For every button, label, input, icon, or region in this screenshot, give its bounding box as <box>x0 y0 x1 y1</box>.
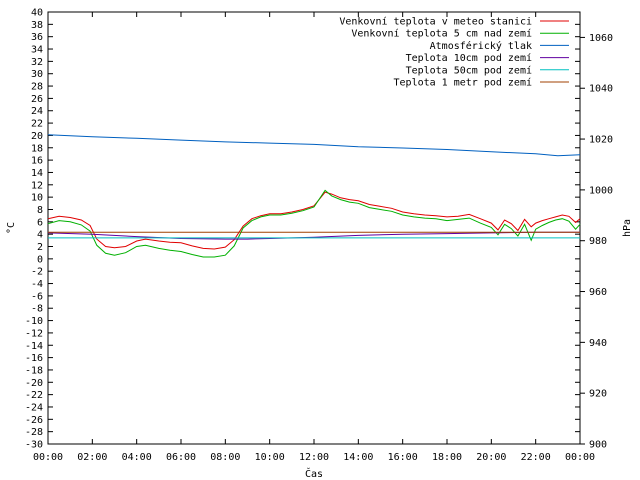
y-tick-label: 24 <box>31 106 43 117</box>
y2-tick-label: 1000 <box>589 185 613 196</box>
x-tick-label: 22:00 <box>521 452 551 463</box>
y-tick-label: 18 <box>31 143 43 154</box>
y-tick-label: 40 <box>31 8 43 19</box>
y-tick-label: 6 <box>37 217 43 228</box>
y2-tick-label: 920 <box>589 389 607 400</box>
legend: Venkovní teplota v meteo staniciVenkovní… <box>339 16 569 89</box>
y-tick-label: 10 <box>31 193 43 204</box>
y-tick-label: 30 <box>31 69 43 80</box>
y-tick-label: -2 <box>31 267 43 278</box>
x-tick-label: 08:00 <box>210 452 240 463</box>
y-tick-label: 28 <box>31 82 43 93</box>
y2-tick-label: 900 <box>589 440 607 451</box>
x-tick-label: 04:00 <box>122 452 152 463</box>
series-line-1 <box>47 189 581 258</box>
y-tick-label: -14 <box>25 341 43 352</box>
x-tick-label: 12:00 <box>299 452 329 463</box>
x-tick-label: 10:00 <box>255 452 285 463</box>
x-tick-label: 00:00 <box>565 452 595 463</box>
y2-tick-label: 1040 <box>589 84 613 95</box>
y-tick-label: -22 <box>25 390 43 401</box>
x-tick-label: 20:00 <box>476 452 506 463</box>
x-tick-label: 06:00 <box>166 452 196 463</box>
y2-tick-label: 1020 <box>589 135 613 146</box>
legend-label: Teplota 50cm pod zemí <box>406 64 532 76</box>
y-tick-label: -26 <box>25 415 43 426</box>
y-tick-label: -4 <box>31 279 43 290</box>
y-tick-label: 4 <box>37 230 43 241</box>
x-tick-label: 14:00 <box>343 452 373 463</box>
legend-label: Atmosférický tlak <box>430 40 532 52</box>
y-tick-label: -28 <box>25 427 43 438</box>
y-tick-label: 12 <box>31 180 43 191</box>
y-tick-label: -30 <box>25 440 43 451</box>
y-tick-label: 38 <box>31 20 43 31</box>
series-lines <box>47 134 581 258</box>
y-tick-label: -16 <box>25 353 43 364</box>
y-tick-label: -20 <box>25 378 43 389</box>
legend-label: Venkovní teplota v meteo stanici <box>339 16 532 28</box>
y-tick-label: 0 <box>37 254 43 265</box>
series-line-0 <box>47 191 581 250</box>
y-tick-label: 26 <box>31 94 43 105</box>
x-tick-label: 16:00 <box>388 452 418 463</box>
y-tick-label: -24 <box>25 402 43 413</box>
y-tick-label: -8 <box>31 304 43 315</box>
y-axis-label: °C <box>6 222 17 234</box>
legend-label: Venkovní teplota 5 cm nad zemí <box>351 28 532 40</box>
legend-label: Teplota 10cm pod zemí <box>406 52 532 64</box>
x-tick-label: 00:00 <box>33 452 63 463</box>
y-tick-label: 8 <box>37 205 43 216</box>
x-axis-label: Čas <box>305 467 323 480</box>
y-tick-label: 22 <box>31 119 43 130</box>
y2-tick-label: 1060 <box>589 33 613 44</box>
x-tick-label: 02:00 <box>77 452 107 463</box>
y2-tick-label: 940 <box>589 338 607 349</box>
y-tick-label: 2 <box>37 242 43 253</box>
legend-label: Teplota 1 metr pod zemí <box>394 77 532 89</box>
y-tick-label: 16 <box>31 156 43 167</box>
y-tick-label: -10 <box>25 316 43 327</box>
y-tick-label: 36 <box>31 32 43 43</box>
y-tick-label: -6 <box>31 291 43 302</box>
y-tick-label: 34 <box>31 45 43 56</box>
y2-axis-label: hPa <box>622 219 633 237</box>
axis-ticks: -30-28-26-24-22-20-18-16-14-12-10-8-6-4-… <box>25 8 613 464</box>
y-tick-label: 32 <box>31 57 43 68</box>
y-tick-label: -12 <box>25 328 43 339</box>
series-line-2 <box>47 134 581 157</box>
y-tick-label: -18 <box>25 365 43 376</box>
x-tick-label: 18:00 <box>432 452 462 463</box>
y-tick-label: 14 <box>31 168 43 179</box>
y2-tick-label: 960 <box>589 287 607 298</box>
y2-tick-label: 980 <box>589 236 607 247</box>
y-tick-label: 20 <box>31 131 43 142</box>
